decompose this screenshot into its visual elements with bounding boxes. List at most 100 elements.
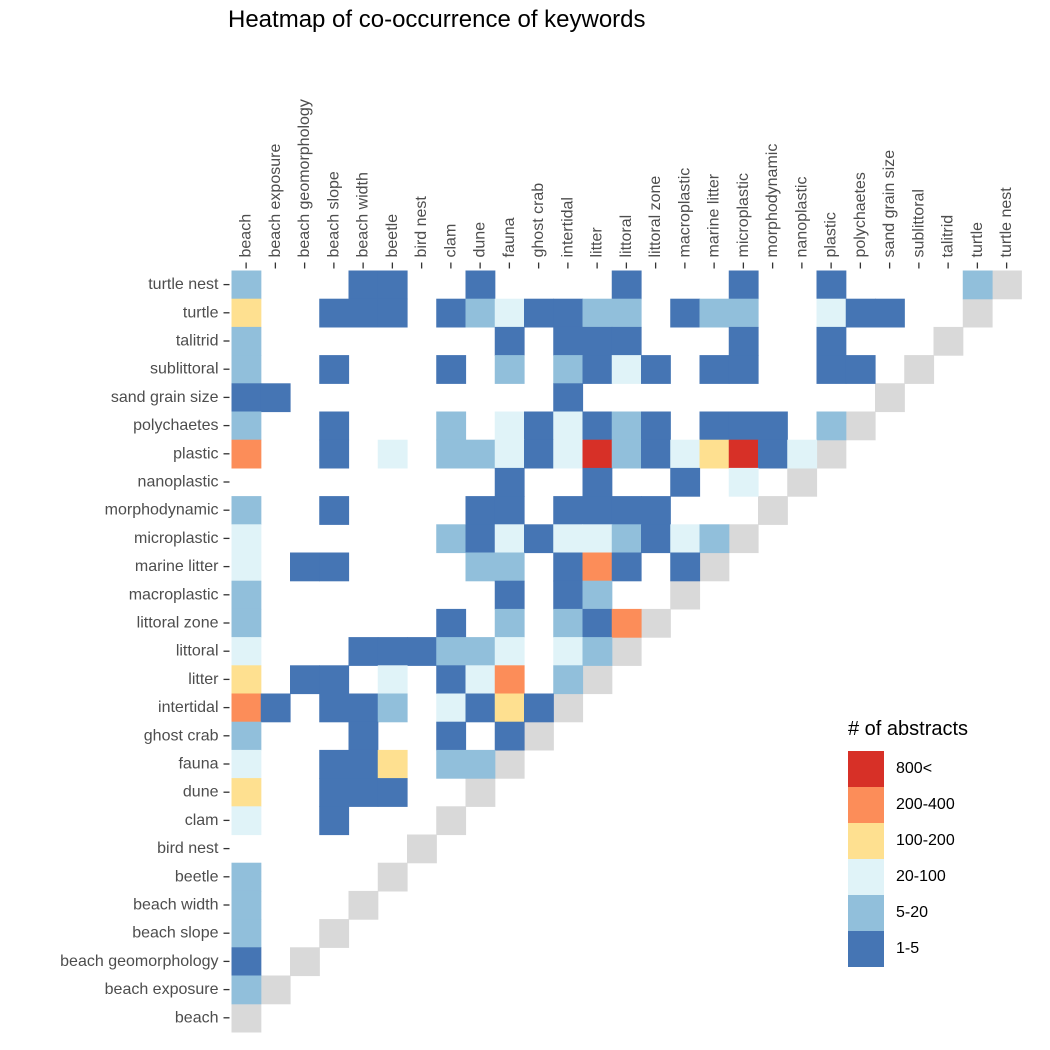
legend-swatch [848,787,884,823]
heatmap-cell: turtle × polychaetes: 1-5 [845,298,876,328]
heatmap-cell: sublittoral × marine litter: 1-5 [699,355,730,384]
heatmap-cell: turtle nest × beetle: 1-5 [377,270,408,300]
heatmap-cell: plastic × morphodynamic: 1-5 [758,439,788,469]
heatmap-cell: turtle × littoral: 5-20 [611,298,642,328]
x-tick-label: microplastic [735,173,752,257]
heatmap-cell-diagonal [845,411,876,441]
heatmap-cell: dune × beach: 100-200 [231,778,262,807]
heatmap-cell-diagonal [319,919,350,948]
heatmap-cell: microplastic × litter: 20-100 [582,524,613,554]
heatmap-cell-diagonal [465,778,496,807]
heatmap-cell: marine litter × macroplastic: 1-5 [670,552,701,582]
heatmap-cell: morphodynamic × dune: 1-5 [465,496,496,525]
y-tick-label: dune [183,784,219,801]
heatmap-cell: nanoplastic × fauna: 1-5 [494,467,525,497]
heatmap-cell-diagonal [933,326,964,356]
x-tick-label: bird nest [413,196,430,258]
y-tick-label: morphodynamic [105,502,219,519]
legend-swatch [848,751,884,787]
heatmap-cell: clam × beach slope: 1-5 [319,806,350,836]
heatmap-cell: beach slope × beach: 5-20 [231,919,262,948]
heatmap-cell: intertidal × ghost crab: 1-5 [524,693,554,723]
heatmap-cell: polychaetes × littoral zone: 1-5 [641,411,671,441]
heatmap-cell: turtle × sand grain size: 1-5 [875,298,905,328]
heatmap-cell: sublittoral × beach: 5-20 [231,355,262,384]
y-tick-label: beetle [175,868,219,885]
heatmap-cell: turtle × fauna: 20-100 [494,298,525,328]
heatmap-cell: microplastic × ghost crab: 1-5 [524,524,554,554]
heatmap-cell-diagonal [494,749,525,779]
y-tick-label: sand grain size [111,389,219,406]
heatmap-cell: intertidal × beach: 200-400 [231,693,262,723]
legend-items: 800< 200-400 100-200 20-100 5-20 1-5 [848,751,968,967]
legend-label: 5-20 [896,904,929,921]
x-tick-label: clam [442,224,459,258]
heatmap-cell: turtle nest × beach: 5-20 [231,270,262,300]
heatmap-cell-diagonal [904,355,935,384]
x-tick-label: marine litter [706,173,723,257]
heatmap-cell: turtle nest × beach width: 1-5 [348,270,379,300]
heatmap-cell-diagonal [875,383,905,413]
x-tick-label: beach [238,214,255,258]
heatmap-cell: turtle × plastic: 20-100 [816,298,847,328]
heatmap-cell: polychaetes × littoral: 5-20 [611,411,642,441]
heatmap-cell: intertidal × beach width: 1-5 [348,693,379,723]
heatmap-cell: littoral × beetle: 1-5 [377,637,408,666]
heatmap-cell: sublittoral × litter: 1-5 [582,355,613,384]
heatmap-cell: litter × beach slope: 1-5 [319,665,350,695]
heatmap-cell: litter × dune: 20-100 [465,665,496,695]
heatmap-cell: litter × fauna: 200-400 [494,665,525,695]
heatmap-cell: polychaetes × beach: 5-20 [231,411,262,441]
heatmap-cell: sand grain size × intertidal: 1-5 [553,383,584,413]
heatmap-cell: turtle nest × plastic: 1-5 [816,270,847,300]
heatmap-cell: polychaetes × morphodynamic: 1-5 [758,411,788,441]
heatmap-cell: litter × beetle: 20-100 [377,665,408,695]
heatmap-cell: litter × clam: 1-5 [436,665,467,695]
heatmap-cell: littoral × clam: 5-20 [436,637,467,666]
heatmap-cell: clam × beach: 20-100 [231,806,262,836]
x-tick-label: littoral [618,215,635,258]
x-tick-label: morphodynamic [764,144,781,258]
y-tick-label: beach geomorphology [60,953,218,970]
heatmap-cell-diagonal [524,721,554,751]
heatmap-cell: sublittoral × littoral: 20-100 [611,355,642,384]
heatmap-cell: plastic × clam: 5-20 [436,439,467,469]
heatmap-cell: morphodynamic × fauna: 1-5 [494,496,525,525]
heatmap-cell: fauna × beach slope: 1-5 [319,749,350,779]
heatmap-cell: talitrid × plastic: 1-5 [816,326,847,356]
heatmap-cell: marine litter × beach: 20-100 [231,552,262,582]
heatmap-cell: littoral × beach width: 1-5 [348,637,379,666]
heatmap-cell: plastic × beach slope: 1-5 [319,439,350,469]
heatmap-cell: littoral zone × littoral: 200-400 [611,608,642,638]
heatmap-cell: plastic × macroplastic: 20-100 [670,439,701,469]
legend-item: 5-20 [848,895,968,931]
heatmap-cell: microplastic × dune: 1-5 [465,524,496,554]
heatmap-cell: talitrid × microplastic: 1-5 [728,326,759,356]
diagonal-cells [231,270,1022,1033]
y-tick-label: beach slope [132,925,218,942]
y-tick-label: plastic [173,445,218,462]
heatmap-cell: marine litter × dune: 5-20 [465,552,496,582]
x-tick-label: turtle [969,222,986,258]
heatmap-cell-diagonal [407,834,437,864]
heatmap-cell-diagonal [670,580,701,610]
heatmap-cell: nanoplastic × microplastic: 20-100 [728,467,759,497]
heatmap-cell: polychaetes × beach slope: 1-5 [319,411,350,441]
heatmap-cell: macroplastic × intertidal: 1-5 [553,580,584,610]
heatmap-cell: morphodynamic × beach slope: 1-5 [319,496,350,525]
y-tick-label: littoral [176,643,219,660]
x-axis-ticks: beach beach exposure beach geomorphology be… [238,99,1015,269]
heatmap-cell: polychaetes × litter: 1-5 [582,411,613,441]
y-tick-label: nanoplastic [138,474,219,491]
legend-title: # of abstracts [848,718,969,740]
heatmap-cell: microplastic × marine litter: 5-20 [699,524,730,554]
heatmap-cells: turtle nest × beach: 5-20 turtle nest × b… [231,270,993,1005]
x-tick-label: intertidal [559,197,576,257]
heatmap-cell: beach width × beach: 5-20 [231,890,262,920]
heatmap-cell: polychaetes × marine litter: 1-5 [699,411,730,441]
heatmap-cell: turtle × microplastic: 5-20 [728,298,759,328]
x-tick-label: nanoplastic [793,177,810,258]
heatmap-cell-diagonal [787,467,818,497]
heatmap-cell: plastic × beach: 200-400 [231,439,262,469]
